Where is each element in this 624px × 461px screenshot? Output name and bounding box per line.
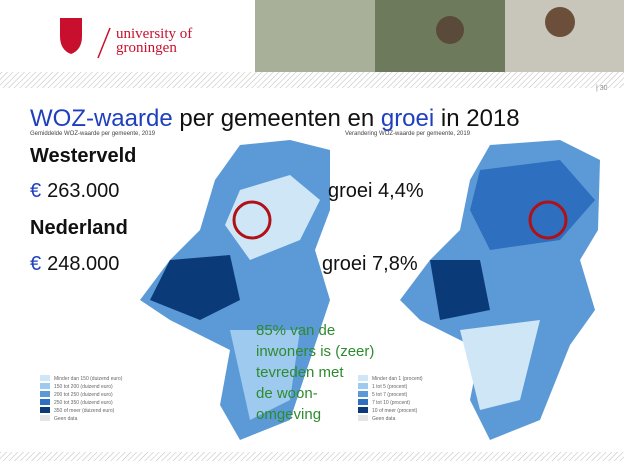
- legend-swatch: [358, 375, 368, 381]
- note-line: 85% van de: [256, 322, 335, 339]
- title-segment: groei: [381, 105, 434, 132]
- legend-swatch: [358, 399, 368, 405]
- legend-swatch: [358, 415, 368, 421]
- footer-band: [0, 452, 624, 461]
- legend-label: 7 tot 10 (procent): [372, 400, 410, 406]
- title-segment: per gemeenten en: [173, 105, 381, 132]
- currency: €: [30, 253, 41, 275]
- photo-figure: [436, 16, 464, 44]
- note-line: tevreden met: [256, 364, 344, 381]
- legend-swatch: [40, 399, 50, 405]
- legend-label: 250 tot 350 (duizend euro): [54, 400, 113, 406]
- legend-label: 200 tot 250 (duizend euro): [54, 392, 113, 398]
- logo-text: groningen: [116, 40, 177, 56]
- legend-label: Geen data: [54, 416, 78, 422]
- currency: €: [30, 180, 41, 202]
- legend-label: 150 tot 200 (duizend euro): [54, 384, 113, 390]
- value: 263.000: [47, 180, 119, 202]
- legend-swatch: [40, 375, 50, 381]
- header-photo: [255, 0, 375, 72]
- title-segment: WOZ-waarde: [30, 105, 173, 132]
- logo-slash: [98, 28, 110, 58]
- legend-swatch: [40, 383, 50, 389]
- legend-label: 1 tot 5 (procent): [372, 384, 408, 390]
- legend-swatch: [40, 415, 50, 421]
- note-line: de woon-: [256, 385, 318, 402]
- slide: university of groningen | 30 Gemiddelde …: [0, 0, 624, 461]
- legend-swatch: [358, 383, 368, 389]
- place-name: Nederland: [30, 217, 128, 239]
- legend-swatch: [40, 391, 50, 397]
- value-line: €248.000: [30, 253, 119, 275]
- note-line: omgeving: [256, 406, 321, 423]
- value-line: €263.000: [30, 180, 119, 202]
- logo-shield: [60, 18, 82, 54]
- legend-label: Minder dan 1 (procent): [372, 376, 423, 382]
- page-number: | 30: [596, 85, 608, 92]
- slide-title: WOZ-waarde per gemeenten en groei in 201…: [30, 105, 520, 132]
- legend-label: 10 of meer (procent): [372, 408, 418, 414]
- legend-label: 350 of meer (duizend euro): [54, 408, 115, 414]
- header-band: [0, 72, 624, 88]
- legend-label: Geen data: [372, 416, 396, 422]
- photo-figure: [545, 7, 575, 37]
- value: 248.000: [47, 253, 119, 275]
- legend-swatch: [40, 407, 50, 413]
- growth: groei 7,8%: [322, 253, 418, 275]
- legend-swatch: [358, 391, 368, 397]
- slide-canvas: university of groningen | 30 Gemiddelde …: [0, 0, 624, 461]
- legend-swatch: [358, 407, 368, 413]
- map-region: [430, 260, 490, 320]
- note-line: inwoners is (zeer): [256, 343, 374, 360]
- growth: groei 4,4%: [328, 180, 424, 202]
- legend-label: 5 tot 7 (procent): [372, 392, 408, 398]
- place-name: Westerveld: [30, 145, 136, 167]
- title-segment: in 2018: [434, 105, 519, 132]
- legend-label: Minder dan 150 (duizend euro): [54, 376, 123, 382]
